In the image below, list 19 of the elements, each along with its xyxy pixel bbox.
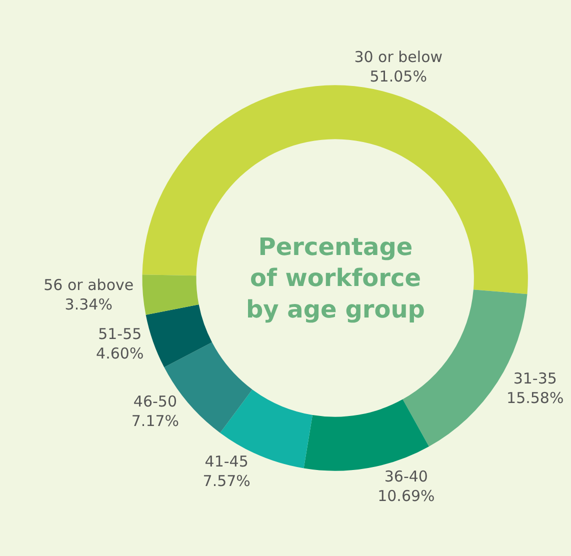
slice-label: 36-40 bbox=[384, 467, 428, 486]
text: Percentage of workforce by age group bbox=[246, 233, 425, 324]
donut-slice bbox=[142, 274, 199, 315]
data-label: 10.69% bbox=[378, 486, 435, 505]
donut-slice bbox=[146, 304, 212, 368]
data-label: 3.34% bbox=[64, 296, 112, 314]
slice-label: 51-55 bbox=[98, 325, 142, 344]
data-label: 15.58% bbox=[506, 388, 564, 407]
slice-label: 56 or above bbox=[44, 276, 134, 294]
data-label: 7.17% bbox=[131, 412, 180, 430]
slice-label: 31-35 bbox=[513, 369, 557, 388]
slice-label: 41-45 bbox=[204, 452, 248, 471]
data-label: 7.57% bbox=[202, 472, 250, 490]
donut-slice bbox=[304, 399, 429, 471]
data-label: 4.60% bbox=[96, 344, 144, 363]
slice-label: 46-50 bbox=[133, 392, 178, 410]
donut-slice bbox=[142, 85, 528, 294]
data-label: 51.05% bbox=[370, 67, 427, 86]
slice-label: 30 or below bbox=[354, 48, 443, 66]
